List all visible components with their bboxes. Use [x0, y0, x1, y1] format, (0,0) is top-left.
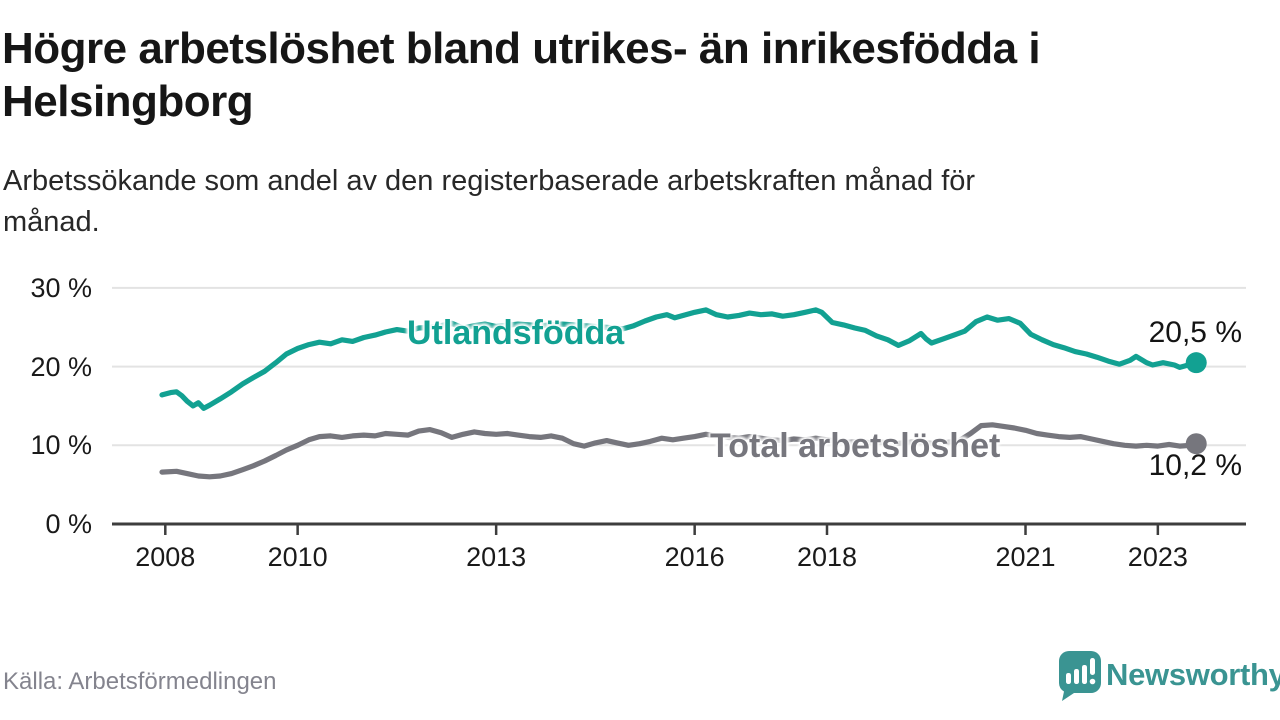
series-line-0 — [159, 307, 1199, 411]
series-line-1 — [159, 422, 1199, 480]
end-value-label-utlandsfodda: 20,5 % — [1148, 316, 1242, 349]
y-axis-tick-label: 30 % — [30, 272, 92, 303]
newsworthy-logo-icon — [1059, 651, 1101, 701]
y-axis-tick-label: 0 % — [45, 509, 92, 539]
page-title-line1: Högre arbetslöshet bland utrikes- än inr… — [2, 24, 1041, 73]
y-axis-tick-label: 20 % — [30, 351, 92, 382]
x-axis-tick-label: 2013 — [466, 542, 527, 572]
x-axis-tick-label: 2008 — [135, 542, 196, 572]
page-title: Högre arbetslöshet bland utrikes- än inr… — [2, 22, 1252, 128]
series-label-utlandsfodda: Utlandsfödda — [407, 314, 625, 352]
x-axis-tick-label: 2021 — [995, 542, 1056, 572]
end-value-label-total: 10,2 % — [1148, 449, 1242, 482]
series-label-total-arbetsloshet: Total arbetslöshet — [710, 427, 1001, 465]
series-end-dot-1 — [1185, 433, 1207, 455]
x-axis-tick-label: 2010 — [267, 542, 328, 572]
page-title-line2: Helsingborg — [2, 77, 254, 126]
y-axis-tick-label: 10 % — [30, 430, 92, 461]
chart-subtitle: Arbetssökande som andel av den registerb… — [3, 161, 1203, 243]
chart-subtitle-line1: Arbetssökande som andel av den registerb… — [3, 165, 976, 197]
source-attribution: Källa: Arbetsförmedlingen — [3, 668, 277, 695]
chart-subtitle-line2: månad. — [3, 206, 100, 238]
x-axis-tick-label: 2023 — [1127, 542, 1188, 572]
series-end-dot-0 — [1185, 352, 1207, 374]
x-axis-tick-label: 2016 — [664, 542, 725, 572]
newsworthy-wordmark: Newsworthy — [1106, 657, 1280, 692]
x-axis-tick-label: 2018 — [796, 542, 858, 572]
